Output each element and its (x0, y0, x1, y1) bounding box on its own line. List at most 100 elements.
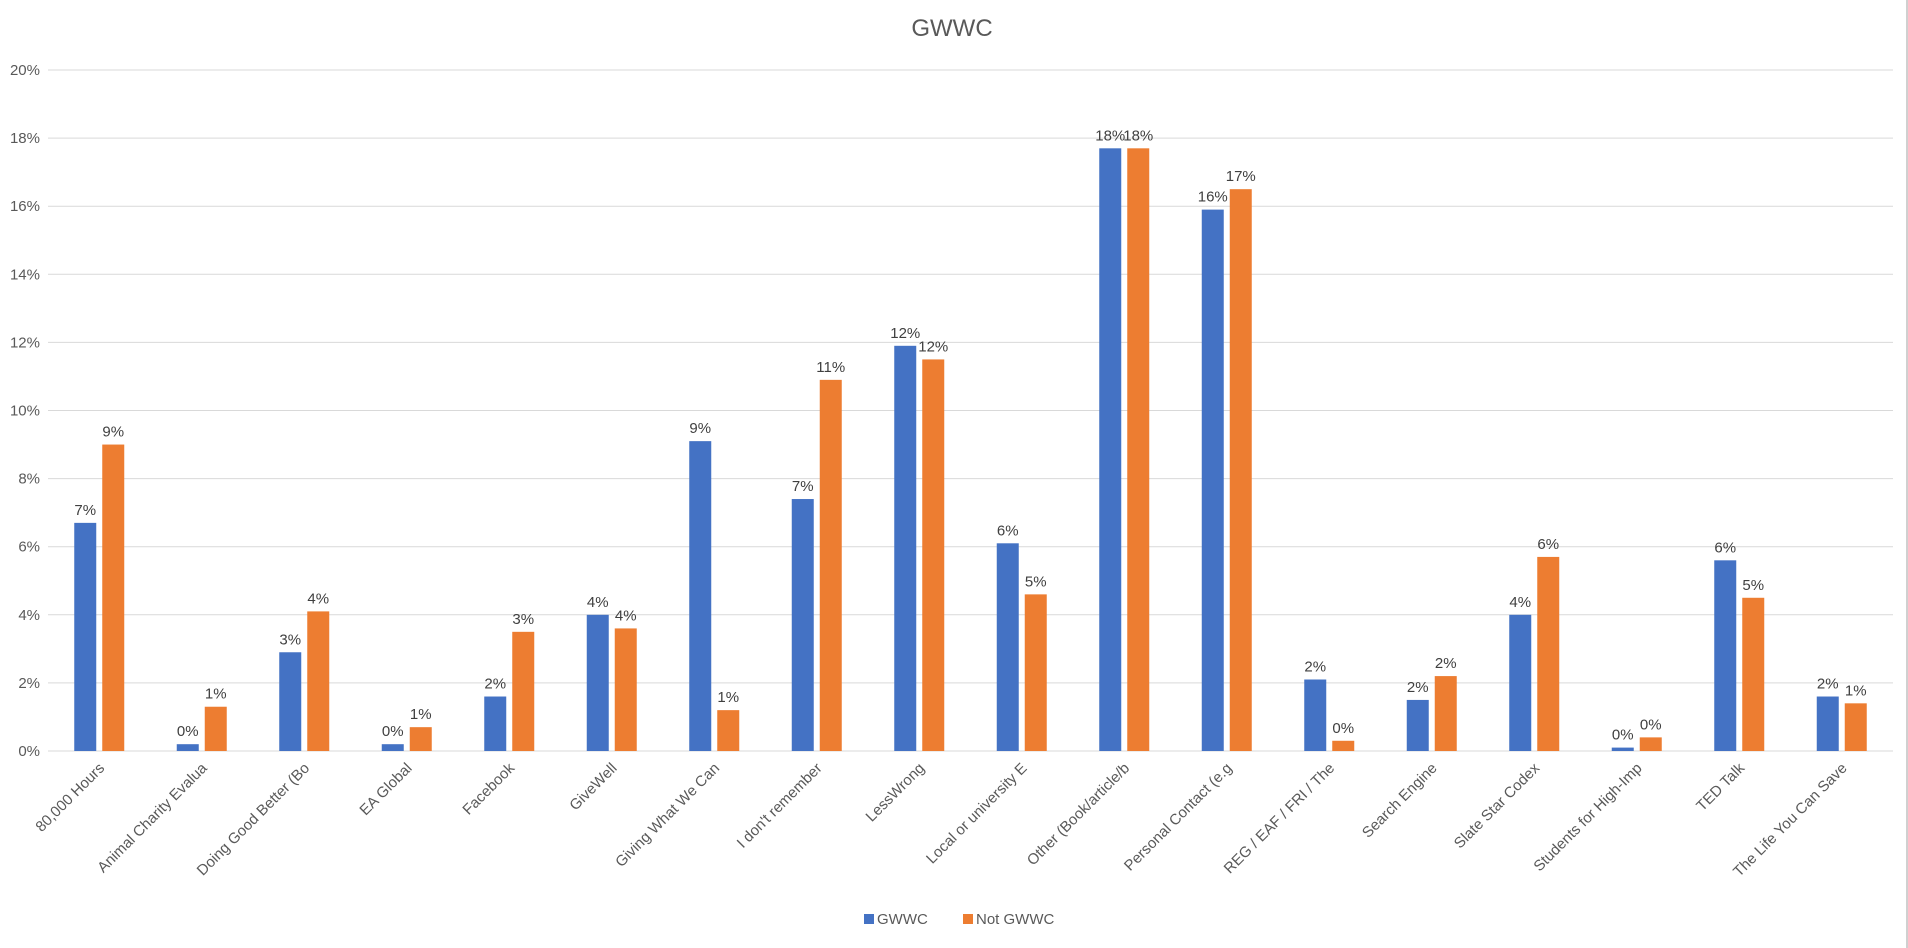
legend-swatch (864, 914, 874, 924)
bar-gwwc (791, 499, 814, 751)
data-label: 9% (102, 424, 124, 441)
y-tick-label: 14% (10, 266, 40, 283)
data-label: 6% (1714, 539, 1736, 556)
bar-gwwc (1611, 747, 1634, 751)
bar-gwwc (1714, 560, 1737, 751)
y-tick-label: 2% (18, 675, 40, 692)
y-tick-label: 10% (10, 403, 40, 420)
legend-label: Not GWWC (976, 911, 1054, 928)
data-label: 4% (307, 590, 329, 607)
bar-not-gwwc (512, 631, 535, 751)
category-label: REG / EAF / FRI / The (1221, 760, 1338, 877)
category-label: Personal Contact (e.g (1121, 760, 1236, 875)
category-label: Animal Charity Evalua (94, 759, 211, 876)
data-label: 2% (1407, 679, 1429, 696)
data-label: 3% (512, 611, 534, 628)
y-tick-label: 4% (18, 607, 40, 624)
data-label: 12% (890, 325, 920, 342)
category-label: Search Engine (1359, 760, 1441, 842)
data-label: 12% (918, 338, 948, 355)
category-label: Facebook (459, 759, 518, 818)
bar-not-gwwc (1229, 189, 1252, 752)
category-label: Doing Good Better (Bo (194, 760, 313, 879)
data-label: 18% (1123, 127, 1153, 144)
gridlines (48, 69, 1893, 752)
bar-gwwc (586, 614, 609, 751)
data-label: 18% (1095, 127, 1125, 144)
category-label: TED Talk (1693, 759, 1748, 814)
bar-gwwc (689, 441, 712, 751)
bar-gwwc (484, 696, 507, 751)
bar-not-gwwc (717, 710, 740, 751)
data-label: 0% (1332, 720, 1354, 737)
y-tick-label: 16% (10, 198, 40, 215)
bar-not-gwwc (1844, 703, 1867, 751)
data-label: 9% (689, 420, 711, 437)
category-label: I don't remember (734, 760, 826, 852)
category-label: Students for High-Imp (1530, 760, 1645, 875)
category-label: Local or university E (923, 760, 1031, 868)
data-label: 11% (816, 359, 845, 376)
data-label: 6% (997, 522, 1019, 539)
category-label: GiveWell (566, 760, 620, 814)
data-label: 1% (205, 686, 227, 703)
data-label: 17% (1226, 168, 1256, 185)
data-label: 2% (1817, 676, 1839, 693)
bar-not-gwwc (1639, 737, 1662, 751)
bar-gwwc (381, 744, 404, 751)
y-axis-ticks: 0% 2% 4% 6% 8% 10% 12% 14% 16% 18% 20% (10, 62, 40, 760)
bar-not-gwwc (819, 379, 842, 751)
bar-gwwc (279, 652, 302, 751)
data-label: 7% (792, 478, 814, 495)
legend-swatch (963, 914, 973, 924)
bar-gwwc (1099, 148, 1122, 751)
legend-label: GWWC (877, 911, 928, 928)
data-label: 4% (615, 607, 637, 624)
y-tick-label: 6% (18, 539, 40, 556)
data-label: 1% (410, 706, 432, 723)
bar-not-gwwc (307, 611, 330, 751)
data-label: 5% (1025, 573, 1047, 590)
category-label: Slate Star Codex (1451, 759, 1544, 852)
bar-gwwc (1509, 614, 1532, 751)
data-label: 6% (1537, 536, 1559, 553)
data-label: 5% (1742, 577, 1764, 594)
bar-not-gwwc (1537, 556, 1560, 751)
bar-gwwc (176, 744, 199, 751)
category-label: Other (Book/article/b (1024, 760, 1133, 869)
data-label: 4% (587, 594, 609, 611)
y-tick-label: 18% (10, 130, 40, 147)
legend: GWWC Not GWWC (864, 911, 1054, 928)
bar-not-gwwc (1024, 594, 1047, 751)
data-label: 0% (382, 723, 404, 740)
bar-gwwc (1304, 679, 1327, 751)
y-tick-label: 8% (18, 471, 40, 488)
data-label: 0% (177, 723, 199, 740)
data-label: 1% (717, 689, 739, 706)
bars (74, 148, 1867, 752)
bar-not-gwwc (204, 706, 227, 751)
bar-not-gwwc (102, 444, 125, 751)
bar-not-gwwc (922, 359, 945, 751)
category-label: LessWrong (863, 760, 928, 825)
bar-not-gwwc (1434, 676, 1457, 751)
y-tick-label: 0% (18, 743, 40, 760)
category-label: Giving What We Can (612, 760, 723, 871)
data-label: 2% (484, 676, 506, 693)
category-label: 80,000 Hours (32, 760, 108, 836)
data-label: 16% (1198, 189, 1228, 206)
bar-not-gwwc (1127, 148, 1150, 751)
data-label: 0% (1612, 727, 1634, 744)
data-label: 4% (1509, 594, 1531, 611)
data-label: 2% (1304, 658, 1326, 675)
bar-not-gwwc (1332, 740, 1355, 751)
bar-not-gwwc (614, 628, 637, 751)
bar-gwwc (894, 345, 917, 751)
data-label: 2% (1435, 655, 1457, 672)
data-labels: 7% 9% 0% 1% 3% 4% 0% 1% 2% 3% 4% 4% 9% 1% 7% 11% 12%12% 6… (74, 127, 1866, 743)
category-label: The Life You Can Save (1730, 760, 1851, 881)
data-label: 0% (1640, 716, 1662, 733)
